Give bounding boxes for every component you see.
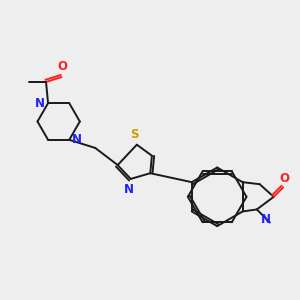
Text: O: O <box>57 60 67 74</box>
Text: N: N <box>72 133 82 146</box>
Text: N: N <box>124 183 134 196</box>
Text: O: O <box>279 172 289 185</box>
Text: N: N <box>261 213 271 226</box>
Text: S: S <box>130 128 139 141</box>
Text: N: N <box>35 97 45 110</box>
